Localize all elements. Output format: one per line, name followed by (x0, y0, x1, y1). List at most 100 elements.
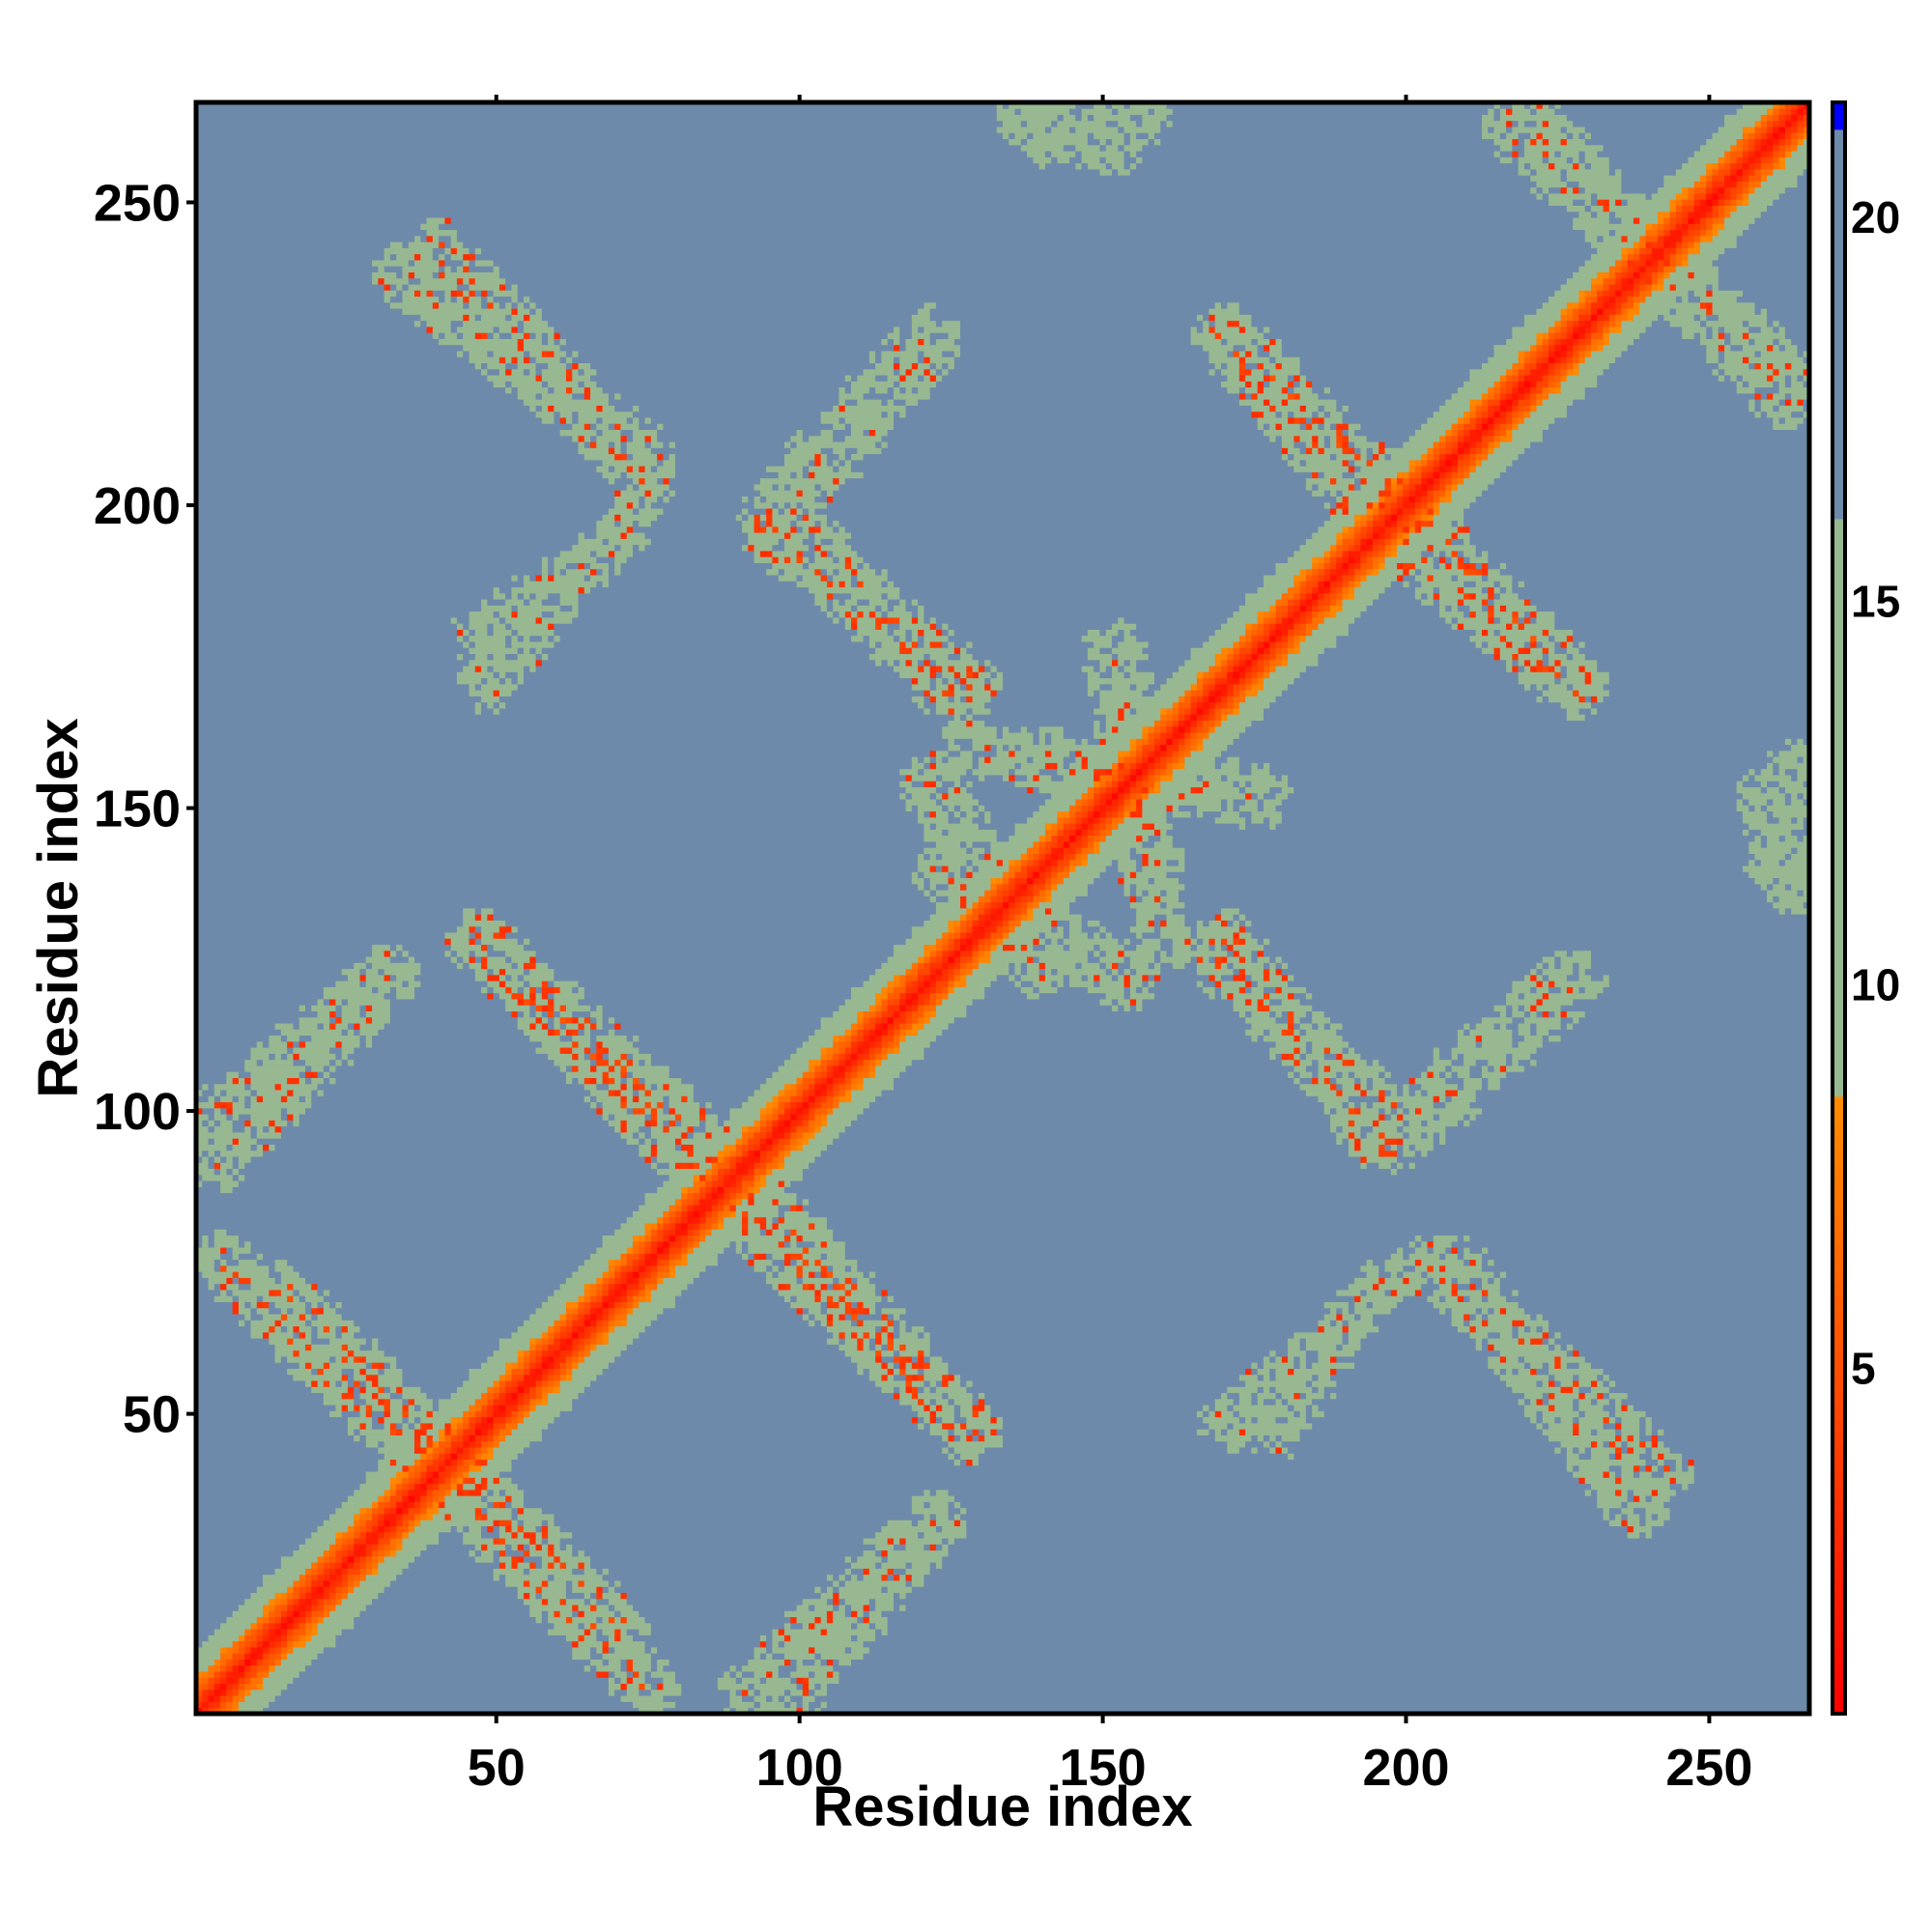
heatmap-cell (766, 1144, 773, 1151)
heatmap-cell (796, 1138, 804, 1145)
heatmap-cell (1463, 1053, 1507, 1061)
heatmap-cell (559, 1562, 567, 1569)
heatmap-cell (1348, 1301, 1355, 1309)
heatmap-cell (1312, 1386, 1319, 1394)
heatmap-cell (1269, 1010, 1276, 1018)
heatmap-cell (1451, 1314, 1464, 1321)
heatmap-cell (548, 1380, 554, 1387)
heatmap-cell (529, 1344, 536, 1351)
heatmap-cell (1639, 1435, 1653, 1442)
heatmap-cell (1669, 1464, 1677, 1472)
heatmap-cell (639, 1095, 664, 1103)
heatmap-cell (1312, 1362, 1355, 1369)
heatmap-cell (559, 1356, 567, 1363)
heatmap-cell (863, 1344, 870, 1351)
heatmap-cell (602, 1005, 839, 1011)
heatmap-cell (1414, 1107, 1422, 1115)
heatmap-cell (517, 1555, 525, 1563)
heatmap-cell (554, 1416, 913, 1424)
heatmap-cell (1499, 1350, 1568, 1357)
heatmap-cell (1651, 1440, 1659, 1448)
heatmap-cell (893, 1392, 900, 1400)
heatmap-cell (899, 1398, 919, 1406)
heatmap-cell (1573, 986, 1579, 994)
heatmap-cell (608, 1290, 615, 1296)
heatmap-cell (868, 1338, 876, 1345)
heatmap-cell (365, 1386, 379, 1394)
heatmap-cell (232, 1307, 240, 1315)
heatmap-cell (1542, 980, 1549, 987)
heatmap-cell (887, 1290, 1337, 1296)
heatmap-cell (1469, 1065, 1483, 1072)
heatmap-cell (881, 1059, 913, 1066)
heatmap-cell (674, 1210, 682, 1218)
heatmap-cell (1366, 1301, 1374, 1309)
heatmap-cell (614, 1125, 621, 1133)
heatmap-cell (814, 1271, 822, 1278)
heatmap-cell (590, 1592, 597, 1600)
heatmap-cell (1299, 1016, 1313, 1024)
heatmap-cell (559, 1338, 567, 1345)
heatmap-cell (498, 1520, 506, 1527)
heatmap-cell (1348, 1101, 1355, 1109)
heatmap-cell (1433, 1235, 1459, 1242)
heatmap-cell (620, 1610, 639, 1618)
heatmap-cell (426, 1495, 434, 1502)
heatmap-cell (772, 1283, 780, 1291)
heatmap-cell (1597, 1440, 1604, 1448)
heatmap-cell (493, 1489, 500, 1496)
heatmap-cell (639, 1277, 645, 1285)
heatmap-cell (729, 1664, 737, 1672)
heatmap-cell (735, 1247, 743, 1254)
heatmap-cell (311, 1380, 318, 1387)
heatmap-cell (826, 1071, 834, 1078)
heatmap-cell (844, 1059, 852, 1066)
heatmap-cell (851, 1077, 858, 1085)
heatmap-cell (250, 1053, 270, 1061)
heatmap-cell (498, 1501, 506, 1509)
heatmap-cell (759, 1114, 767, 1121)
heatmap-cell (790, 1240, 797, 1248)
heatmap-cell (608, 1277, 615, 1285)
heatmap-cell (1257, 1368, 1270, 1376)
heatmap-cell (196, 1659, 215, 1666)
heatmap-cell (1251, 1435, 1259, 1442)
heatmap-cell (1651, 1489, 1659, 1496)
heatmap-cell (833, 1077, 839, 1085)
heatmap-cell (923, 1010, 931, 1018)
heatmap-cell (802, 1095, 810, 1103)
heatmap-cell (572, 1047, 585, 1054)
heatmap-cell (196, 1205, 639, 1211)
heatmap-cell (948, 1380, 961, 1387)
heatmap-cell (657, 1283, 688, 1291)
heatmap-cell (498, 1423, 506, 1430)
heatmap-cell (298, 1544, 330, 1551)
heatmap-cell (583, 1634, 597, 1642)
heatmap-cell (674, 1223, 682, 1230)
heatmap-cell (724, 1192, 730, 1200)
heatmap-cell (735, 1186, 743, 1194)
heatmap-cell (929, 1568, 1810, 1576)
heatmap-cell (559, 1368, 567, 1376)
heatmap-cell (1153, 974, 1161, 981)
heatmap-cell (923, 1514, 931, 1520)
heatmap-cell (608, 1065, 615, 1072)
heatmap-cell (559, 1525, 882, 1533)
heatmap-cell (384, 1386, 391, 1394)
heatmap-cell (875, 1307, 882, 1315)
heatmap-cell (1281, 1447, 1289, 1454)
heatmap-cell (809, 1083, 815, 1091)
heatmap-cell (1238, 1410, 1294, 1418)
heatmap-cell (663, 1107, 670, 1115)
heatmap-cell (1360, 1144, 1379, 1151)
heatmap-cell (256, 1138, 628, 1145)
heatmap-cell (923, 1580, 1810, 1587)
heatmap-cell (517, 1350, 525, 1357)
heatmap-cell (402, 1514, 410, 1520)
heatmap-cell (1421, 1107, 1483, 1115)
heatmap-cell (1554, 1331, 1561, 1339)
heatmap-cell (565, 1016, 573, 1024)
heatmap-cell (250, 1120, 270, 1127)
heatmap-cell (1214, 1435, 1252, 1442)
heatmap-cell (1263, 1440, 1270, 1448)
